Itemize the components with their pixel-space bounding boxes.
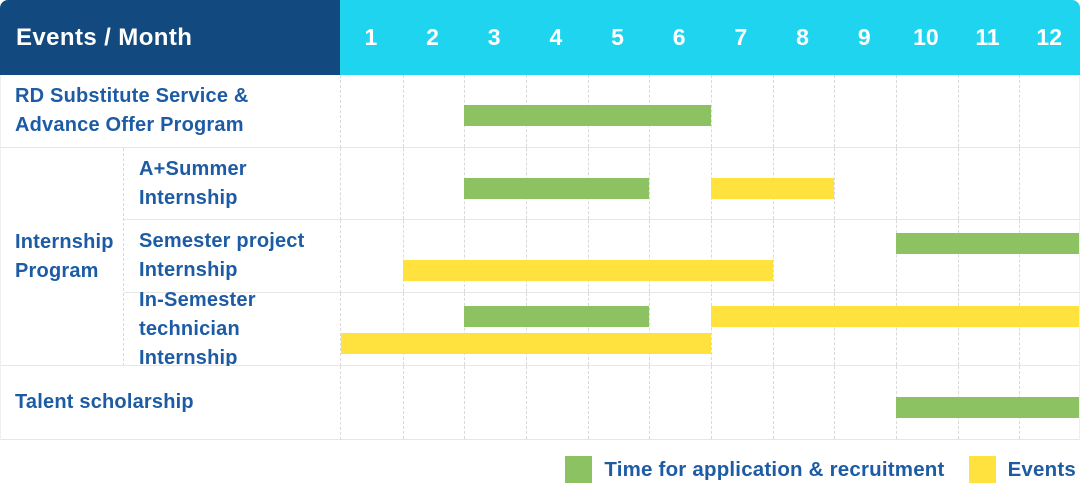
month-gridline	[464, 366, 465, 439]
row-label-line: Internship	[139, 186, 238, 209]
month-gridline	[834, 293, 835, 365]
month-header-cell: 4	[549, 24, 563, 50]
month-gridline	[526, 366, 527, 439]
month-header-cell: 5	[611, 24, 624, 50]
legend-label: Events	[1007, 457, 1076, 481]
bar-recruitment	[896, 397, 1080, 418]
row-label-line: Advance Offer Program	[15, 114, 244, 136]
row-label-a-plus-summer-internship: A+Summer Internship	[124, 148, 340, 220]
row-timeline-talent-scholarship	[340, 366, 1080, 440]
bar-events	[711, 306, 1080, 327]
legend-item-events: Events	[968, 456, 1076, 483]
row-label-line: A+Summer	[139, 157, 247, 180]
month-gridline	[896, 148, 897, 219]
month-gridline	[1019, 220, 1020, 292]
month-gridline	[403, 75, 404, 147]
month-gridline	[773, 75, 774, 147]
legend-item-recruitment: Time for application & recruitment	[565, 456, 944, 483]
bar-events	[341, 333, 711, 354]
corner-header: Events / Month	[0, 0, 340, 75]
corner-header-label: Events / Month	[16, 23, 193, 51]
group-label-internship-program: Internship Program	[0, 148, 124, 366]
month-gridline	[1019, 75, 1020, 147]
row-label-talent-scholarship: Talent scholarship	[0, 366, 340, 440]
month-gridline	[896, 75, 897, 147]
month-gridline	[834, 220, 835, 292]
month-header-cell: 6	[672, 24, 686, 50]
month-gridline	[711, 75, 712, 147]
month-header-cell: 11	[975, 24, 1000, 50]
month-gridline	[649, 366, 650, 439]
row-label-line: technician Internship	[139, 317, 240, 369]
month-gridline	[773, 366, 774, 439]
month-gridline	[464, 220, 465, 292]
month-gridline	[588, 366, 589, 439]
row-label-in-semester-technician-internship: In-Semester technician Internship	[124, 289, 340, 369]
month-gridline	[1019, 293, 1020, 365]
row-label-line: Semester project	[139, 230, 305, 252]
month-header-cell: 1	[364, 24, 378, 50]
row-timeline-in-semester-technician-internship	[340, 293, 1080, 366]
bar-recruitment	[896, 233, 1080, 254]
group-label-line: Program	[15, 259, 99, 282]
month-gridline	[649, 293, 650, 365]
legend: Time for application & recruitment Events	[565, 456, 1076, 483]
month-gridline	[834, 148, 835, 219]
row-timeline-rd-substitute-service	[340, 75, 1080, 148]
month-header-row: 1 2 3 4 5 6 7 8 9 10 11 12	[340, 0, 1080, 75]
month-gridline	[711, 366, 712, 439]
month-gridline	[711, 220, 712, 292]
month-gridline	[834, 75, 835, 147]
month-header-cell: 10	[913, 24, 939, 50]
month-gridline	[649, 148, 650, 219]
bar-events	[711, 178, 835, 199]
month-gridline	[896, 220, 897, 292]
month-gridline	[834, 366, 835, 439]
month-gridline	[958, 148, 959, 219]
row-label-semester-project-internship: Semester project Internship	[124, 220, 340, 293]
row-label-rd-substitute-service: RD Substitute Service & Advance Offer Pro…	[0, 75, 340, 148]
bar-recruitment	[464, 105, 711, 126]
month-gridline	[896, 293, 897, 365]
row-label-line: In-Semester	[139, 288, 256, 311]
month-gridline	[773, 220, 774, 292]
row-label-line: RD Substitute Service &	[15, 85, 249, 107]
month-gridline	[588, 293, 589, 365]
legend-swatch-recruitment	[565, 456, 593, 483]
month-gridline	[1019, 148, 1020, 219]
month-gridline	[526, 293, 527, 365]
month-gridline	[464, 293, 465, 365]
month-gridline	[403, 293, 404, 365]
row-label-line: Internship	[139, 259, 238, 281]
month-gridline	[403, 220, 404, 292]
month-header-cell: 7	[734, 24, 748, 50]
month-gridline	[649, 220, 650, 292]
bar-recruitment	[464, 306, 650, 327]
month-gridline	[526, 220, 527, 292]
month-gridline	[403, 366, 404, 439]
month-header-cell: 8	[796, 24, 809, 50]
month-gridline	[588, 220, 589, 292]
month-gridline	[711, 293, 712, 365]
group-label-line: Internship	[15, 230, 114, 253]
legend-swatch-events	[968, 456, 996, 483]
row-label-line: Talent scholarship	[15, 391, 194, 413]
bar-recruitment	[464, 178, 650, 199]
month-gridline	[958, 220, 959, 292]
row-timeline-a-plus-summer-internship	[340, 148, 1080, 220]
month-header-cell: 2	[426, 24, 439, 50]
bar-events	[402, 260, 773, 281]
month-gridline	[958, 75, 959, 147]
legend-label: Time for application & recruitment	[604, 457, 945, 481]
month-gridline	[403, 148, 404, 219]
row-timeline-semester-project-internship	[340, 220, 1080, 293]
month-header-cell: 9	[857, 24, 871, 50]
month-gridline	[958, 293, 959, 365]
month-header-cell: 3	[487, 24, 501, 50]
month-header-cell: 12	[1036, 24, 1063, 50]
month-gridline	[773, 293, 774, 365]
